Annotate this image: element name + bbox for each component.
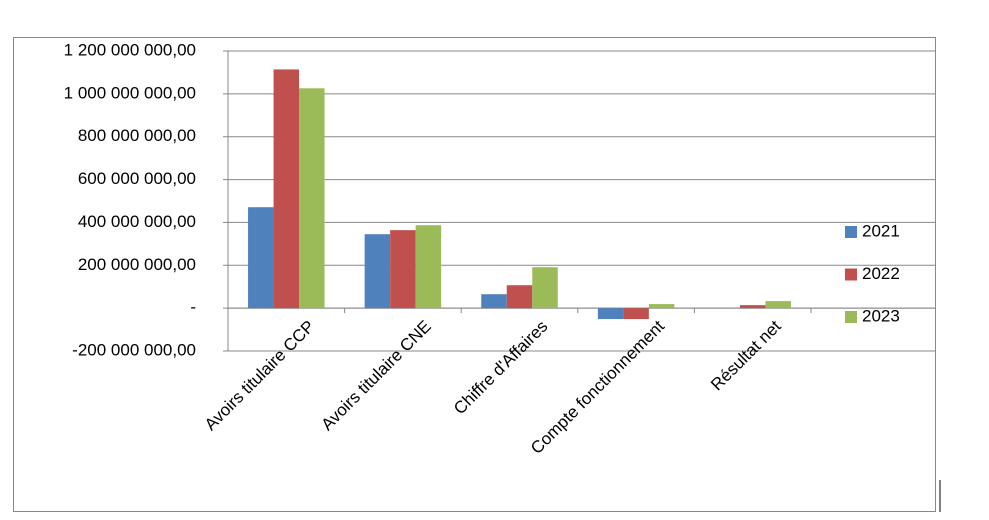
y-tick-label: 400 000 000,00 <box>78 212 196 231</box>
y-tick-label: -200 000 000,00 <box>72 340 196 359</box>
bar <box>623 308 649 320</box>
legend-swatch <box>845 311 857 323</box>
legend-label: 2023 <box>862 306 900 325</box>
legend-label: 2022 <box>862 264 900 283</box>
bar <box>364 234 391 309</box>
y-tick-label: - <box>190 298 196 317</box>
bar <box>532 267 558 309</box>
legend-label: 2021 <box>862 221 900 240</box>
legend-swatch <box>845 268 857 281</box>
y-tick-label: 600 000 000,00 <box>78 169 196 188</box>
bar <box>648 304 675 309</box>
y-tick-label: 1 000 000 000,00 <box>64 83 196 102</box>
bar <box>299 88 325 309</box>
bar <box>273 69 300 309</box>
bar <box>415 225 442 309</box>
bar <box>506 285 533 309</box>
bar <box>248 207 274 309</box>
y-tick-label: 800 000 000,00 <box>78 126 196 145</box>
legend-swatch <box>845 226 857 238</box>
chart-border <box>13 37 936 512</box>
bar <box>390 230 416 309</box>
y-tick-label: 1 200 000 000,00 <box>64 40 196 59</box>
bar <box>481 294 507 309</box>
bar <box>597 308 624 320</box>
bar <box>739 305 766 309</box>
y-tick-label: 200 000 000,00 <box>78 255 196 274</box>
bar <box>765 301 791 309</box>
